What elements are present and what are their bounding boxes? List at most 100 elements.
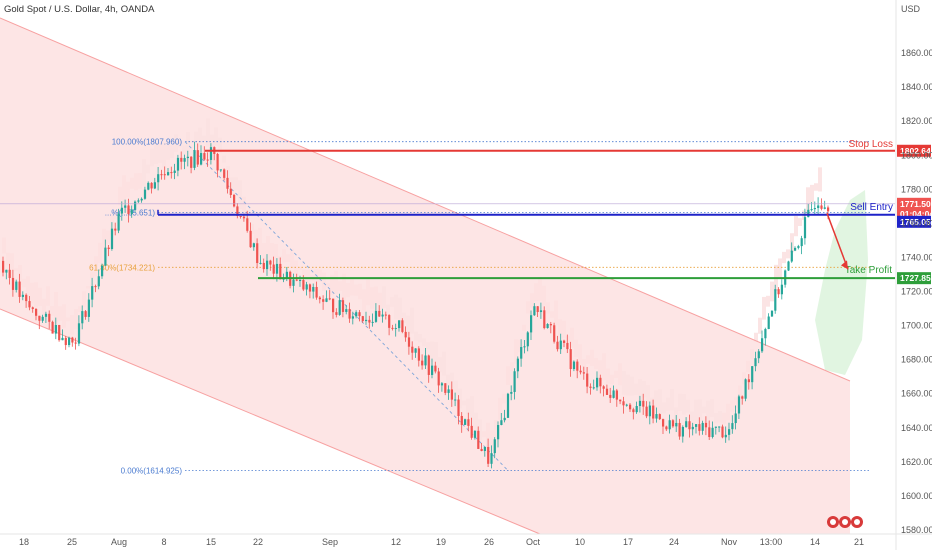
candle-body [388,315,391,328]
candle [566,334,569,354]
candle [401,318,404,334]
candle-body [549,324,552,326]
candle [315,281,318,300]
candle [15,279,18,293]
x-tick-label: 17 [623,537,633,547]
candle [681,425,684,443]
candle-body [734,413,737,424]
candle [751,365,754,390]
sell-entry-price-tag[interactable] [897,215,931,228]
candle-body [764,329,767,339]
candle [794,246,797,252]
candle [77,315,81,347]
candle [130,205,133,218]
candle [332,298,335,319]
x-tick-label: 15 [206,537,216,547]
candle [28,296,31,311]
candle-body [259,262,262,264]
candle-body [576,361,579,371]
last-price-tag[interactable] [897,197,931,220]
candle-body [398,320,401,329]
candle-body [470,425,473,438]
candle-body [566,342,569,350]
candle [546,323,549,329]
candle [533,303,536,316]
y-tick-label: 1840.000 [901,82,932,92]
candle-body [256,243,259,264]
candle-body [292,279,295,286]
candle [137,198,140,204]
candle-body [437,371,440,386]
candle [543,306,546,330]
candle [200,145,203,166]
x-tick-label: 22 [253,537,263,547]
price-axis[interactable]: 1860.000 1840.000 1820.000 1800.000 1780.000… [895,0,932,550]
candle [11,269,15,297]
candle [147,181,150,191]
candle-body [411,346,414,353]
candle-body [632,409,635,413]
candle [335,308,338,318]
candle-body [747,379,750,383]
candle [54,317,57,340]
candle [513,368,516,400]
descending-channel [0,17,851,535]
candle-body [711,427,714,438]
candle [124,199,127,213]
candle [186,150,189,167]
candle [704,416,708,436]
candle-body [615,390,618,400]
candle-body [678,422,681,437]
candle-body [579,370,582,373]
candle [523,339,526,354]
candle [691,422,694,436]
candle-body [777,289,780,295]
candle-body [68,337,71,346]
candle [747,374,750,390]
candle-body [701,422,704,431]
candle-body [642,400,645,407]
candle-body [526,332,529,347]
candle-body [681,426,684,437]
candle-body [203,153,206,160]
candle-body [444,383,447,393]
candle-body [77,323,81,344]
candle [483,446,486,457]
candle-body [622,401,625,406]
candle [612,385,615,399]
x-tick-label: 10 [575,537,585,547]
candle-body [140,198,143,201]
take-profit-price-tag[interactable] [897,272,931,285]
candle-body [751,366,754,383]
candle-body [285,271,288,279]
candle-body [737,396,741,414]
candle-body [275,263,279,274]
candle-body [724,434,727,438]
candle-body [563,340,566,343]
fib-level-label: ...%(...65.651) [105,208,156,217]
candle [695,423,698,434]
candle-body [559,340,562,350]
candle [328,290,331,301]
candle-body [671,420,675,427]
candle-body [629,404,632,410]
candle [563,339,566,348]
candle [107,244,110,257]
candle [345,304,348,315]
candle-body [134,201,137,210]
candle-body [361,316,364,322]
candle [2,256,5,277]
candle-body [803,217,807,239]
candle [196,143,199,167]
time-axis[interactable]: 18 25 Aug 8 15 22 Sep 12 19 26 Oct 10 17 24 Nov 13:00 14… [0,533,932,547]
candle [35,308,38,321]
candle [249,222,252,248]
candle-body [71,337,74,343]
candle-body [708,427,711,438]
candle [622,396,625,414]
candle [549,321,552,334]
candle-body [612,390,615,398]
candle-body [460,415,463,425]
stop-loss-price-tag[interactable] [897,144,931,157]
